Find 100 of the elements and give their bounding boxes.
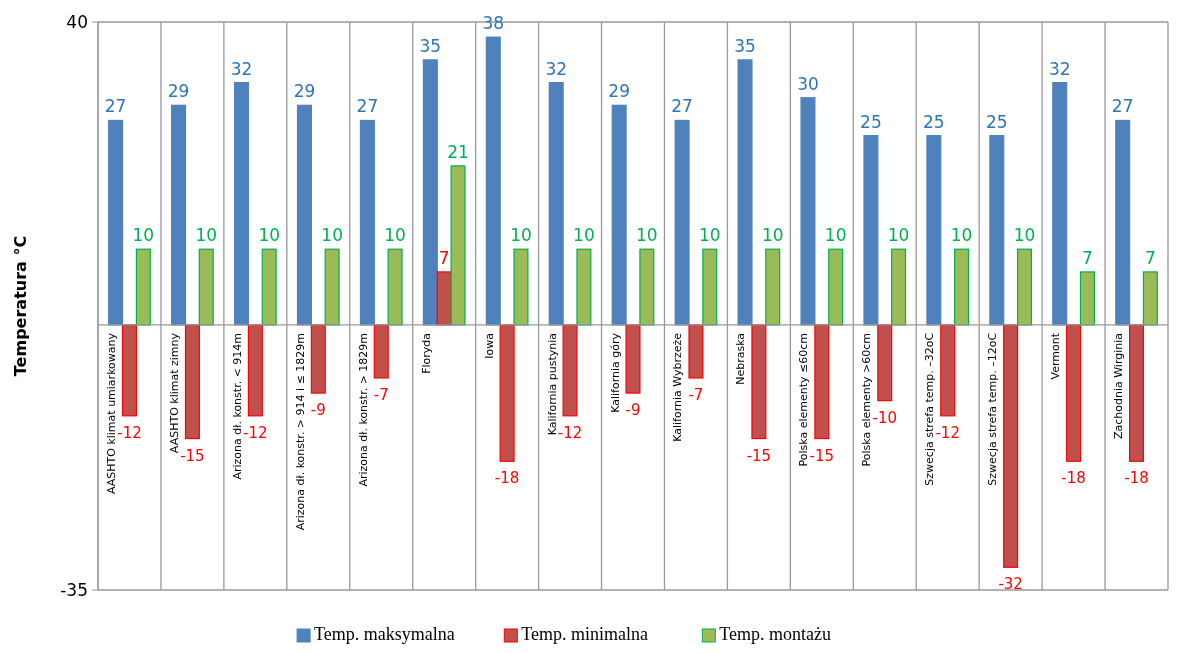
data-label: 10 bbox=[573, 225, 595, 246]
data-label: 10 bbox=[761, 225, 784, 246]
bar bbox=[989, 135, 1005, 326]
bar bbox=[940, 324, 956, 417]
x-tick-label: Szwecja strefa temp. –12oC bbox=[986, 332, 1000, 486]
data-label: -9 bbox=[310, 401, 326, 420]
bar bbox=[926, 135, 942, 326]
bar bbox=[1016, 248, 1033, 326]
data-label: 10 bbox=[132, 225, 155, 246]
bar bbox=[688, 324, 704, 379]
bar bbox=[765, 248, 781, 326]
x-tick-label: Arizona dł. konstr. > 1829m bbox=[356, 332, 370, 487]
bar bbox=[1115, 119, 1131, 326]
data-label: -15 bbox=[809, 446, 835, 465]
bar bbox=[548, 81, 564, 326]
data-label: -9 bbox=[625, 401, 641, 420]
bar bbox=[422, 59, 438, 326]
legend-label: Temp. montażu bbox=[719, 624, 832, 644]
data-label: 10 bbox=[258, 225, 281, 246]
bar bbox=[198, 248, 214, 326]
data-label: 25 bbox=[923, 111, 945, 132]
bar bbox=[513, 248, 529, 326]
data-label: 32 bbox=[545, 58, 568, 79]
bar bbox=[814, 324, 830, 440]
data-label: -12 bbox=[243, 423, 268, 442]
bar bbox=[247, 324, 263, 417]
data-label: 32 bbox=[230, 58, 253, 79]
bar bbox=[576, 248, 592, 326]
data-label: 10 bbox=[824, 225, 847, 246]
data-label: 10 bbox=[384, 225, 406, 246]
bar bbox=[296, 104, 312, 326]
x-tick-label: Szwecja strefa temp. –32oC bbox=[923, 332, 937, 486]
legend-label: Temp. minimalna bbox=[521, 624, 649, 644]
data-label: -12 bbox=[557, 423, 583, 442]
bar bbox=[1129, 324, 1145, 462]
x-tick-label: Zachodnia Wirginia bbox=[1112, 332, 1126, 440]
data-label: 35 bbox=[734, 35, 756, 56]
data-label: 21 bbox=[447, 141, 469, 162]
bar bbox=[108, 119, 124, 326]
x-tick-label: AASHTO klimat umiarkowany bbox=[104, 332, 118, 495]
data-label: 25 bbox=[985, 111, 1008, 132]
data-label: 32 bbox=[1048, 58, 1071, 79]
bar bbox=[954, 248, 970, 326]
data-label: 10 bbox=[887, 225, 910, 246]
bar bbox=[863, 135, 879, 326]
data-label: 10 bbox=[1013, 225, 1036, 246]
data-label: -15 bbox=[746, 446, 772, 465]
bar bbox=[121, 324, 137, 417]
data-label: 27 bbox=[356, 96, 379, 117]
bar bbox=[1052, 81, 1068, 326]
legend-label: Temp. maksymalna bbox=[314, 624, 455, 644]
data-label: -12 bbox=[935, 423, 960, 442]
bar bbox=[499, 324, 515, 462]
data-label: 29 bbox=[608, 81, 630, 102]
bar bbox=[387, 248, 403, 326]
bar bbox=[310, 324, 326, 394]
data-label: 10 bbox=[636, 225, 658, 246]
bar bbox=[359, 119, 375, 326]
x-tick-label: Floryda bbox=[419, 332, 433, 374]
bar bbox=[674, 119, 690, 326]
data-label: 27 bbox=[671, 96, 693, 117]
data-label: 27 bbox=[1111, 96, 1134, 117]
bar bbox=[800, 97, 816, 326]
x-tick-label: Iowa bbox=[482, 332, 496, 359]
x-tick-label: Kalifornia pustynia bbox=[545, 332, 559, 436]
bar bbox=[135, 248, 151, 326]
bar bbox=[1066, 324, 1082, 462]
data-label: 10 bbox=[321, 225, 343, 246]
data-label: 7 bbox=[1144, 247, 1156, 268]
data-label: 27 bbox=[104, 96, 127, 117]
bar bbox=[373, 324, 389, 379]
data-label: 10 bbox=[195, 225, 218, 246]
data-label: -7 bbox=[688, 385, 704, 404]
bar bbox=[562, 324, 578, 417]
x-tick-label: Arizona dł. konstr. < 914m bbox=[230, 332, 244, 480]
bar bbox=[828, 248, 844, 326]
bar bbox=[1003, 324, 1019, 568]
y-tick-label: 40 bbox=[66, 11, 88, 32]
x-tick-label: AASHTO klimat zimny bbox=[167, 332, 181, 454]
bar bbox=[877, 324, 893, 402]
bar bbox=[324, 248, 340, 326]
data-label: 7 bbox=[1082, 247, 1093, 268]
y-axis-title: Temperatura °C bbox=[11, 235, 30, 377]
data-label: -7 bbox=[373, 385, 389, 404]
data-label: -18 bbox=[1124, 469, 1149, 488]
bar bbox=[891, 248, 907, 326]
bar bbox=[751, 324, 767, 440]
data-label: -15 bbox=[180, 446, 205, 465]
bar bbox=[625, 324, 641, 394]
bar bbox=[171, 104, 187, 326]
x-tick-label: Arizona dł. konstr. > 914 i ≤ 1829m bbox=[293, 332, 307, 531]
x-tick-label: Kalifornia Wybrzeże bbox=[671, 332, 685, 442]
y-tick-label: -35 bbox=[60, 579, 88, 600]
data-label: -18 bbox=[494, 469, 520, 488]
data-label: 25 bbox=[860, 111, 882, 132]
bar bbox=[485, 36, 501, 326]
data-label: -10 bbox=[872, 408, 898, 427]
bar bbox=[450, 165, 466, 326]
data-label: 7 bbox=[438, 247, 450, 268]
bar bbox=[1079, 271, 1095, 326]
